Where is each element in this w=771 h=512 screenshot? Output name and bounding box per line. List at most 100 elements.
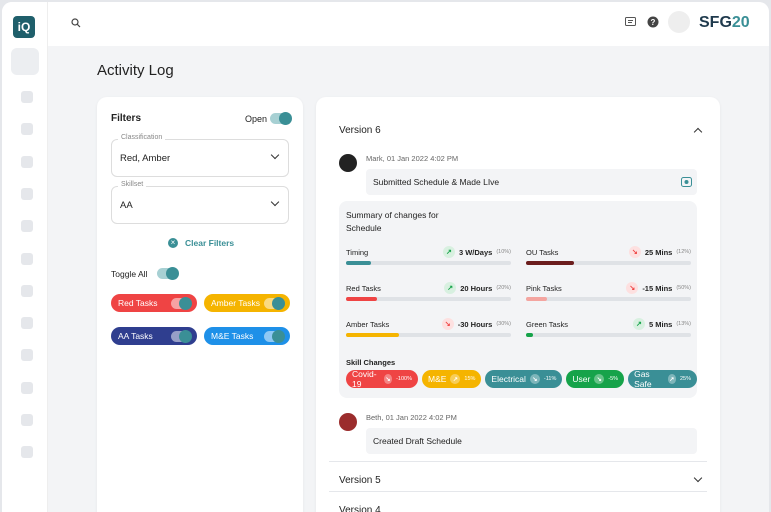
nav-item[interactable]: [21, 187, 33, 200]
skill-label: M&E: [427, 374, 447, 384]
filters-title: Filters: [111, 113, 142, 124]
clear-icon[interactable]: ×: [168, 238, 178, 248]
metric-value-row: ↗ 20 Hours (20%): [346, 282, 511, 294]
message-icon[interactable]: [625, 17, 636, 27]
metric-label: Timing: [346, 248, 369, 257]
metric-value-row: ↘ -15 Mins (50%): [526, 282, 691, 294]
trend-badge: ↘: [626, 282, 639, 294]
chip-toggle[interactable]: [264, 296, 285, 310]
skill-chip: User ↘ -5%: [566, 370, 625, 388]
summary-title: Summary of changes for Schedule: [346, 210, 439, 233]
summary-box: Summary of changes for Schedule Timing ↗ 3…: [339, 201, 697, 398]
trend-badge: ↗: [632, 318, 645, 330]
field-value: AA: [120, 200, 133, 211]
nav-active[interactable]: [11, 48, 39, 75]
progress-fill: [526, 297, 548, 301]
field-value: Red, Amber: [120, 153, 171, 164]
skill-chip: Gas Safe ↗ 25%: [628, 369, 697, 389]
trend-badge: ↘: [529, 374, 540, 384]
author-avatar: [339, 413, 357, 431]
nav-item[interactable]: [21, 381, 33, 394]
entry-author: Beth, 01 Jan 2022 4:02 PM: [366, 413, 457, 422]
trend-badge: ↗: [442, 246, 455, 258]
open-label: Open: [245, 114, 268, 124]
brand-accent: 20: [731, 14, 750, 31]
progress-track: [346, 297, 511, 301]
chevron[interactable]: [693, 473, 703, 483]
nav-item[interactable]: [21, 284, 33, 297]
chevron[interactable]: [693, 127, 703, 137]
version-title[interactable]: Version 6: [339, 125, 381, 136]
progress-fill: [346, 261, 371, 265]
metric-pct: (50%): [676, 285, 691, 291]
skill-label: Gas Safe: [634, 369, 652, 389]
metric-value-row: ↘ 25 Mins (12%): [526, 246, 691, 258]
nav-item[interactable]: [21, 123, 33, 136]
author-avatar: [339, 154, 357, 172]
nav-item[interactable]: [21, 317, 33, 330]
entry-message: Created Draft Schedule: [366, 428, 697, 454]
trend-badge: ↘: [441, 318, 454, 330]
trend-badge: ↗: [667, 374, 676, 384]
user-avatar[interactable]: [668, 11, 690, 33]
metric-value: 3 W/Days: [458, 247, 493, 257]
search-icon[interactable]: [71, 18, 81, 28]
svg-text:?: ?: [651, 18, 656, 27]
version-title[interactable]: Version 5: [339, 475, 381, 486]
filter-chip[interactable]: Red Tasks: [111, 294, 197, 312]
trend-badge: ↗: [450, 374, 461, 384]
logo[interactable]: iQ: [13, 16, 35, 38]
metric-pct: (10%): [496, 249, 511, 255]
progress-track: [526, 297, 691, 301]
chevron: [270, 150, 280, 160]
progress-fill: [526, 333, 533, 337]
view-icon[interactable]: [681, 177, 692, 187]
metric-label: Green Tasks: [526, 320, 568, 329]
chip-toggle[interactable]: [171, 329, 192, 343]
skill-chip: Covid-19 ↘ -100%: [346, 369, 418, 389]
skills-label: Skill Changes: [346, 358, 396, 367]
nav-item[interactable]: [21, 446, 33, 459]
open-toggle[interactable]: [270, 112, 292, 125]
nav-item[interactable]: [21, 414, 33, 426]
chip-toggle[interactable]: [264, 329, 285, 343]
activity-card: Version 6 Version 5 Version 4 Mark, 01 Jan…: [316, 97, 720, 512]
skill-chip: M&E ↗ 15%: [421, 370, 482, 388]
chip-label: Amber Tasks: [211, 298, 260, 308]
metric-pct: (12%): [676, 249, 691, 255]
progress-fill: [346, 297, 378, 301]
nav-item[interactable]: [21, 252, 33, 265]
toggle-all[interactable]: [157, 267, 179, 280]
trend-badge: ↗: [444, 282, 457, 294]
trend-badge: ↘: [594, 374, 605, 384]
select-field[interactable]: Red, Amber: [111, 139, 289, 177]
top-bar: [2, 2, 769, 46]
nav-item[interactable]: [21, 91, 33, 103]
field-label: Classification: [118, 134, 166, 141]
chip-toggle[interactable]: [171, 296, 192, 310]
metric-label: OU Tasks: [526, 248, 559, 257]
progress-track: [346, 333, 511, 337]
filter-chip[interactable]: Amber Tasks: [204, 294, 290, 312]
help-icon[interactable]: ?: [647, 16, 659, 28]
metric-value: 25 Mins: [644, 247, 673, 257]
trend-badge: ↘: [628, 246, 641, 258]
entry-author: Mark, 01 Jan 2022 4:02 PM: [366, 154, 459, 163]
metric-value: -15 Mins: [642, 283, 673, 293]
metric-value: 5 Mins: [648, 319, 673, 329]
metric-value-row: ↘ -30 Hours (30%): [346, 318, 511, 330]
nav-item[interactable]: [21, 220, 33, 233]
toggle-all-label: Toggle All: [111, 269, 148, 279]
clear-filters[interactable]: Clear Filters: [185, 238, 235, 248]
filter-chip[interactable]: M&E Tasks: [204, 327, 290, 345]
version-title[interactable]: Version 4: [339, 505, 381, 512]
skill-label: User: [572, 374, 591, 384]
select-field[interactable]: AA: [111, 186, 289, 224]
field-label: Skillset: [118, 181, 147, 188]
filter-chip[interactable]: AA Tasks: [111, 327, 197, 345]
skill-chip: Electrical ↘ -11%: [485, 370, 563, 388]
nav-item[interactable]: [21, 155, 33, 168]
nav-item[interactable]: [21, 349, 33, 362]
